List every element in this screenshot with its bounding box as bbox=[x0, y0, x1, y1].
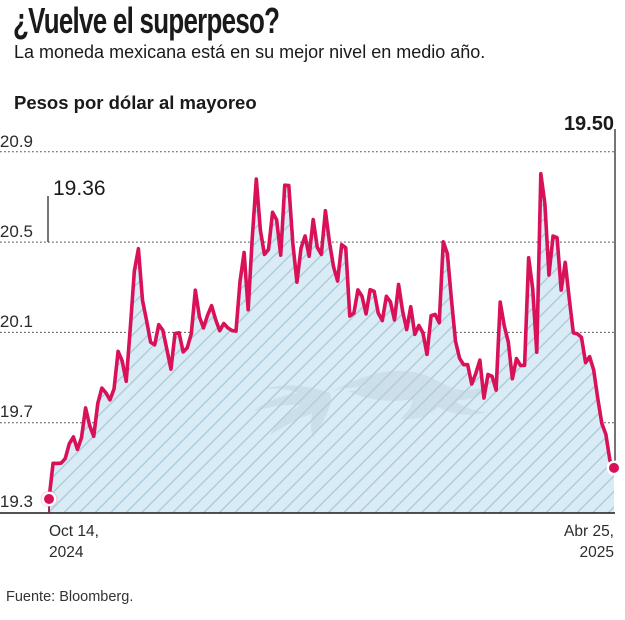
svg-text:Oct 14,: Oct 14, bbox=[49, 523, 99, 540]
svg-text:20.1: 20.1 bbox=[0, 312, 33, 331]
svg-text:2024: 2024 bbox=[49, 544, 84, 561]
svg-text:Abr 25,: Abr 25, bbox=[564, 523, 614, 540]
svg-text:20.5: 20.5 bbox=[0, 222, 33, 241]
svg-text:19.3: 19.3 bbox=[0, 492, 33, 511]
svg-text:19.50: 19.50 bbox=[564, 113, 614, 135]
svg-text:19.7: 19.7 bbox=[0, 402, 33, 421]
svg-text:19.36: 19.36 bbox=[53, 177, 106, 200]
svg-text:2025: 2025 bbox=[580, 544, 614, 561]
svg-text:20.9: 20.9 bbox=[0, 132, 33, 151]
svg-text:Fuente: Bloomberg.: Fuente: Bloomberg. bbox=[6, 589, 133, 605]
